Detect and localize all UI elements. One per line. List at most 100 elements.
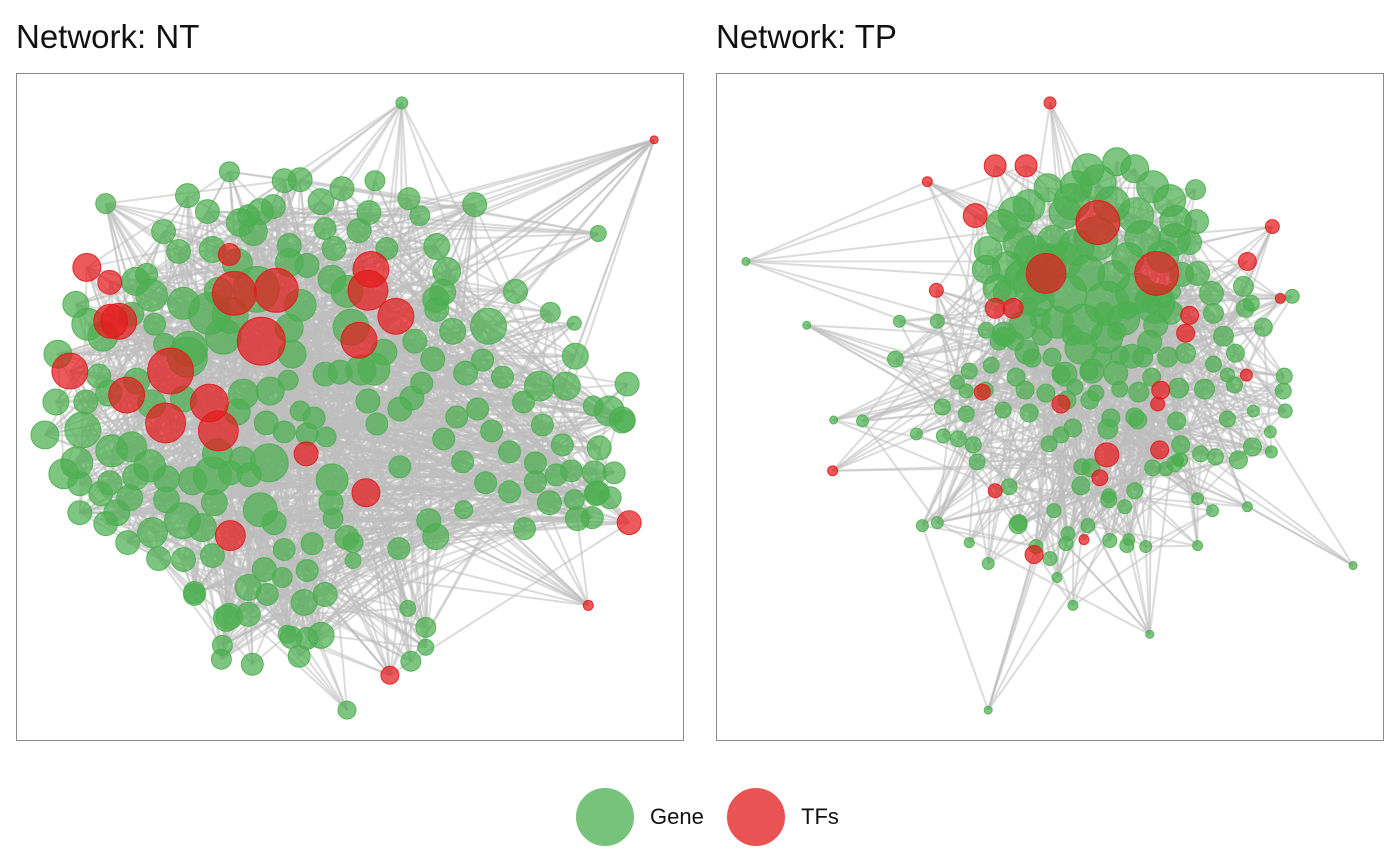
gene-node xyxy=(42,388,70,416)
gene-node xyxy=(255,376,285,406)
gene-node xyxy=(971,254,1001,284)
gene-node xyxy=(279,625,303,649)
edge xyxy=(212,443,563,557)
legend-label-gene: Gene xyxy=(650,804,704,829)
gene-node xyxy=(261,510,287,536)
gene-node xyxy=(212,604,240,632)
tf-node xyxy=(197,410,239,452)
gene-node xyxy=(1101,488,1117,504)
gene-node xyxy=(1071,476,1091,496)
gene-node xyxy=(417,638,435,656)
gene-node xyxy=(1173,452,1189,468)
gene-node xyxy=(365,412,389,436)
gene-node xyxy=(491,365,515,389)
gene-node xyxy=(480,419,504,443)
gene-node xyxy=(598,486,622,510)
edge xyxy=(549,312,590,606)
gene-node xyxy=(523,370,555,402)
gene-node xyxy=(566,315,582,331)
network-panel-nt xyxy=(16,73,684,741)
gene-node xyxy=(312,361,338,387)
gene-node xyxy=(1274,382,1292,400)
tf-node xyxy=(1176,323,1196,343)
gene-node xyxy=(1275,367,1293,385)
gene-node xyxy=(1128,381,1150,403)
gene-node xyxy=(1117,499,1133,515)
gene-node xyxy=(612,409,636,433)
edge xyxy=(411,397,537,483)
gene-node xyxy=(271,567,293,588)
gene-node xyxy=(1241,501,1253,513)
gene-node xyxy=(1080,390,1100,410)
gene-node xyxy=(1242,437,1262,457)
gene-node xyxy=(466,397,490,421)
tf-node xyxy=(1237,251,1257,271)
gene-node xyxy=(935,428,951,444)
gene-node xyxy=(1206,504,1219,518)
tf-node xyxy=(1051,394,1071,414)
tf-node xyxy=(108,376,146,414)
gene-node xyxy=(582,395,604,417)
tf-node xyxy=(100,302,138,340)
edge xyxy=(1072,509,1214,607)
gene-node xyxy=(1191,492,1205,506)
gene-node xyxy=(1171,435,1191,455)
gene-node xyxy=(217,460,243,486)
tf-node xyxy=(377,297,415,335)
edge xyxy=(972,443,1082,487)
edge xyxy=(306,372,467,572)
gene-node xyxy=(400,650,422,672)
gene-node xyxy=(856,414,870,428)
tf-node xyxy=(1094,442,1120,468)
legend: Gene TFs xyxy=(575,788,875,846)
gene-node xyxy=(551,371,581,401)
edge xyxy=(419,138,655,217)
gene-node xyxy=(342,532,364,554)
gene-node xyxy=(550,433,574,457)
gene-node xyxy=(424,296,450,322)
gene-node xyxy=(614,371,640,397)
gene-node xyxy=(1192,540,1204,552)
gene-node xyxy=(580,506,604,530)
gene-node xyxy=(194,199,220,225)
gene-node xyxy=(115,530,141,556)
tf-node xyxy=(72,252,102,282)
gene-node xyxy=(289,400,311,422)
gene-node xyxy=(260,194,286,220)
gene-node xyxy=(1185,179,1207,201)
gene-node xyxy=(1348,561,1358,571)
gene-node xyxy=(1205,355,1222,373)
gene-node xyxy=(530,413,554,437)
gene-node xyxy=(1097,418,1119,440)
panel-title-nt: Network: NT xyxy=(16,18,200,55)
gene-node xyxy=(423,233,451,260)
gene-node xyxy=(454,500,474,520)
edge xyxy=(926,181,988,331)
gene-node xyxy=(1073,458,1091,476)
tf-node xyxy=(97,269,123,295)
gene-node xyxy=(981,557,995,571)
gene-node xyxy=(915,519,929,533)
gene-node xyxy=(983,705,993,715)
edge xyxy=(1244,226,1274,309)
gene-node xyxy=(1142,367,1162,387)
gene-node xyxy=(539,301,561,323)
gene-node xyxy=(991,321,1017,347)
gene-node xyxy=(1228,450,1248,470)
tf-node xyxy=(987,483,1003,499)
gene-node xyxy=(1246,404,1260,418)
gene-node xyxy=(1218,410,1236,428)
gene-node xyxy=(357,352,391,386)
gene-node xyxy=(512,390,535,414)
gene-node xyxy=(402,328,428,354)
edge xyxy=(82,302,185,431)
gene-node xyxy=(439,317,467,345)
legend-key-tf xyxy=(727,788,785,846)
gene-node xyxy=(432,427,456,451)
gene-node xyxy=(151,219,177,244)
edge xyxy=(247,311,552,589)
gene-node xyxy=(1036,383,1056,403)
gene-node xyxy=(397,187,421,211)
edge xyxy=(299,102,403,181)
gene-node xyxy=(290,588,318,616)
